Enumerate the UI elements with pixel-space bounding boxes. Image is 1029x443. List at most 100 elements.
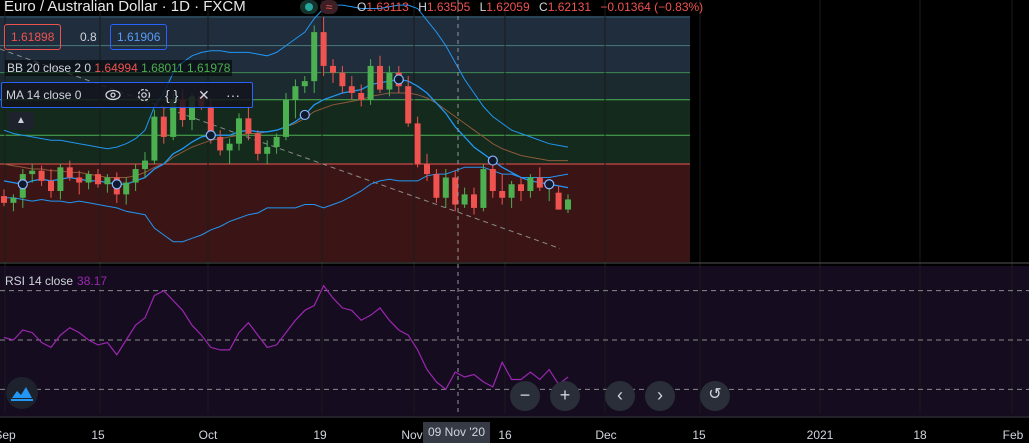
candle-body: [424, 163, 430, 175]
chevron-up-icon[interactable]: ▲: [8, 112, 34, 130]
ma-legend[interactable]: MA 14 close 0 { } ✕ ···: [1, 82, 253, 108]
symbol-title[interactable]: Euro / Australian Dollar · 1D · FXCM: [4, 0, 246, 15]
spread-value: 0.8: [80, 30, 97, 44]
candle-body: [85, 174, 92, 183]
candle-body: [489, 169, 496, 192]
candle-body: [170, 99, 177, 137]
tradingview-logo[interactable]: [6, 377, 38, 409]
candle-body: [38, 170, 45, 181]
candle-body: [264, 147, 271, 154]
candle-body: [273, 136, 280, 148]
candle-body: [189, 96, 195, 121]
candle-body: [95, 174, 101, 185]
candle-body: [292, 86, 299, 100]
candle-body: [57, 167, 64, 192]
candle-body: [386, 72, 393, 90]
close-icon[interactable]: ✕: [198, 87, 210, 103]
candle-body: [330, 65, 336, 73]
bb-lower-line: [4, 166, 569, 243]
time-axis-label: Sep: [0, 428, 16, 442]
ohlc-values: O1.63113 H1.63505 L1.62059 C1.62131 −0.0…: [357, 0, 704, 14]
candle-body: [311, 32, 318, 82]
candle-body: [555, 192, 562, 210]
bb-lower-value: 1.61978: [186, 61, 231, 75]
time-axis-label: Feb: [1002, 428, 1024, 442]
candle-body: [414, 123, 421, 164]
candle-body: [301, 81, 308, 87]
candle-body: [179, 99, 186, 121]
candle-body: [320, 32, 327, 66]
candle-body: [123, 182, 130, 195]
ma-cross-marker: [17, 179, 28, 190]
candle-body: [29, 170, 36, 175]
candle-body: [132, 169, 139, 183]
eye-icon[interactable]: [104, 83, 122, 114]
chevron-left-icon[interactable]: ‹: [605, 381, 635, 411]
fib-zone-bottom: [0, 163, 690, 262]
candle-body: [10, 197, 17, 203]
candle-body: [433, 174, 440, 198]
bb-upper-line: [3, 4, 569, 150]
candle-body: [226, 143, 233, 151]
time-axis-label: Dec: [595, 428, 617, 442]
candle-body: [142, 160, 148, 170]
candle-body: [48, 180, 54, 192]
time-axis-label: 19: [313, 428, 327, 442]
time-axis-label: 15: [91, 428, 105, 442]
braces-icon[interactable]: { }: [165, 87, 179, 103]
candle-body: [442, 177, 449, 198]
candle-body: [151, 116, 158, 161]
rsi-line: [3, 284, 569, 391]
market-status-icon[interactable]: [300, 0, 318, 14]
rsi-legend-label: RSI 14 close: [5, 274, 74, 288]
crosshair-date-label: 09 Nov '20: [423, 422, 490, 443]
candle-body: [377, 65, 383, 90]
bb-upper-value: 1.68011: [141, 61, 184, 75]
bb-legend-label: BB 20 close 2 0: [7, 61, 92, 75]
candle-body: [217, 136, 224, 151]
ma-cross-marker: [487, 155, 498, 166]
reset-icon[interactable]: ↺: [700, 381, 730, 411]
candle-body: [471, 194, 477, 208]
bb-basis-value: 1.64994: [94, 61, 138, 75]
time-axis-label: 15: [692, 428, 706, 442]
wave-icon[interactable]: ≈: [320, 0, 338, 14]
ma-cross-marker: [111, 179, 122, 190]
candle-body: [207, 106, 214, 137]
candle-body: [367, 65, 374, 100]
fib-zone: [0, 135, 690, 164]
ma-legend-label: MA 14 close 0: [6, 88, 82, 102]
ma-cross-marker: [299, 109, 310, 121]
chevron-right-icon[interactable]: ›: [645, 381, 675, 411]
gear-icon[interactable]: [135, 83, 153, 114]
candle-body: [358, 92, 365, 100]
plus-icon[interactable]: +: [550, 381, 580, 411]
candle-body: [480, 169, 487, 208]
time-axis-label: Oct: [198, 428, 218, 442]
minus-icon[interactable]: −: [510, 381, 540, 411]
candle-body: [66, 167, 73, 178]
ma-cross-marker: [393, 74, 404, 85]
candle-body: [508, 184, 515, 198]
candle-body: [76, 177, 83, 183]
rsi-legend[interactable]: RSI 14 close 38.17: [5, 274, 107, 288]
candle-body: [283, 99, 289, 137]
buy-price-button[interactable]: 1.61906: [110, 24, 168, 50]
bb-legend[interactable]: BB 20 close 2 0 1.64994 1.68011 1.61978: [5, 60, 233, 76]
change-value: −0.01364 (−0.83%): [600, 0, 704, 14]
time-axis-label: 18: [913, 428, 927, 442]
candle-body: [461, 194, 468, 205]
candle-body: [236, 118, 242, 144]
more-icon[interactable]: ···: [226, 87, 240, 103]
candle-body: [104, 177, 111, 185]
sell-price-button[interactable]: 1.61898: [4, 24, 62, 50]
candle-body: [527, 177, 534, 192]
candle-body: [452, 177, 459, 205]
candle-body: [565, 199, 571, 210]
candle-body: [536, 177, 543, 188]
candle-body: [254, 133, 261, 154]
time-axis-label: 2021: [806, 428, 834, 442]
candle-body: [160, 116, 167, 137]
rsi-legend-value: 38.17: [77, 274, 108, 288]
